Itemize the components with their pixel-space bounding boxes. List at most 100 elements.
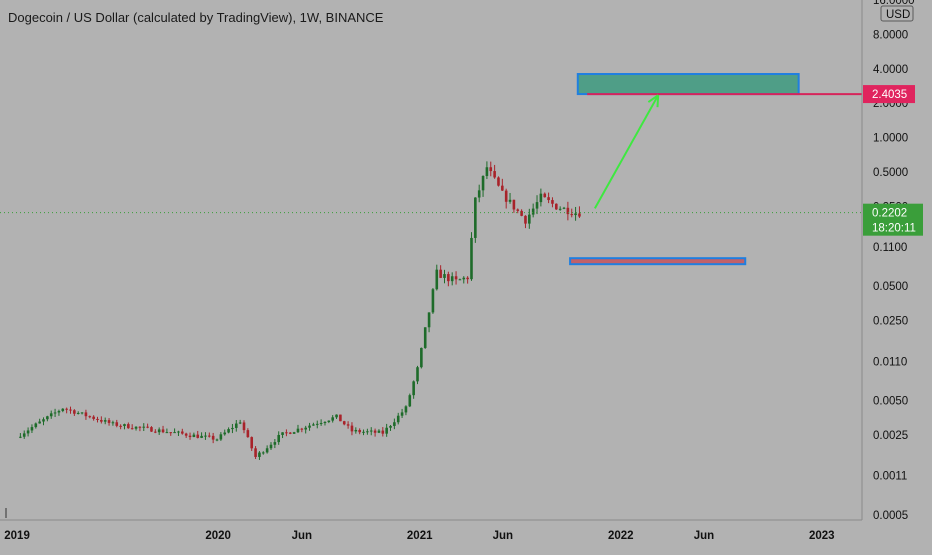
candle <box>127 422 130 429</box>
candle <box>250 436 254 451</box>
projection-arrow-shaft <box>593 94 660 209</box>
candle <box>154 429 157 434</box>
candle-body <box>520 210 523 216</box>
candle <box>173 428 176 434</box>
candle <box>265 445 269 454</box>
candle-body <box>528 214 531 224</box>
candle-body <box>458 279 462 281</box>
time-tick-label: 2019 <box>4 530 30 542</box>
candle-body <box>547 197 550 201</box>
candle <box>531 203 535 218</box>
candle-body <box>366 431 369 433</box>
candle-body <box>393 422 396 426</box>
candle-body <box>208 435 211 437</box>
currency-button[interactable]: USD <box>880 5 914 22</box>
candle-body <box>227 429 230 433</box>
candle <box>528 208 531 229</box>
time-tick-label: 2022 <box>608 530 634 542</box>
projection-arrow-head <box>647 94 659 103</box>
candle-body <box>219 434 223 440</box>
price-tick-label: 8.0000 <box>873 29 908 41</box>
candle <box>366 428 369 435</box>
currency-label: USD <box>886 9 910 21</box>
candle <box>181 428 184 435</box>
candle-body <box>188 435 192 438</box>
candle <box>84 409 88 420</box>
candle <box>516 208 520 214</box>
candle-body <box>127 424 130 429</box>
target-zone-rectangle[interactable] <box>576 73 800 96</box>
price-tick-label: 0.0500 <box>873 281 908 293</box>
candle-body <box>551 200 554 204</box>
price-tick-label: 0.0005 <box>873 510 908 522</box>
candle-body <box>146 426 149 428</box>
candle <box>285 429 288 437</box>
time-tick-label: Jun <box>292 530 312 542</box>
candle-body <box>327 420 331 423</box>
candle-body <box>308 425 311 428</box>
candle <box>404 405 408 416</box>
candle-body <box>396 415 400 423</box>
candle-body <box>19 436 22 438</box>
candle-body <box>281 432 284 435</box>
candle-body <box>296 428 300 433</box>
candle <box>38 418 41 424</box>
candle <box>501 178 504 191</box>
candle-body <box>157 429 161 433</box>
price-axis[interactable]: 16.00008.00004.00002.00001.00000.50000.2… <box>873 0 915 522</box>
candle <box>165 428 169 434</box>
candle <box>558 206 562 211</box>
candle-body <box>173 432 176 434</box>
candle <box>100 416 103 424</box>
projection-arrow-icon[interactable] <box>593 94 660 209</box>
candle <box>470 232 473 281</box>
candle-body <box>200 435 203 438</box>
candle-body <box>323 422 327 424</box>
candle <box>450 272 454 286</box>
candle <box>319 419 323 426</box>
candle <box>308 422 311 431</box>
candle <box>543 192 547 198</box>
support-zone-rectangle[interactable] <box>569 257 747 266</box>
candle-body <box>362 431 365 433</box>
candle <box>196 430 200 439</box>
drawing-layer[interactable] <box>569 73 800 266</box>
candle <box>508 192 512 204</box>
candle <box>281 432 284 439</box>
bar-countdown-label: 18:20:11 <box>872 223 916 235</box>
candle-body <box>377 430 381 433</box>
candle-body <box>273 442 277 445</box>
candle <box>412 380 415 399</box>
candle <box>142 423 146 432</box>
candle-body <box>161 429 165 433</box>
candle-body <box>574 213 577 216</box>
candle-body <box>566 207 570 215</box>
candle-body <box>431 289 435 313</box>
time-tick-label: 2021 <box>407 530 433 542</box>
candle <box>551 197 554 208</box>
price-tick-label: 0.0011 <box>873 471 907 483</box>
candle <box>566 201 570 221</box>
candle-body <box>373 430 377 433</box>
candle-body <box>150 427 153 432</box>
candle-body <box>381 430 385 434</box>
candle <box>157 427 161 435</box>
candle-body <box>300 428 304 430</box>
candle <box>115 419 119 428</box>
price-tick-label: 0.0050 <box>873 396 908 408</box>
candle-body <box>481 176 485 191</box>
candles-layer <box>19 161 581 460</box>
time-axis[interactable]: 2019 2020 Jun 2021 Jun 2022 Jun 2023 <box>4 508 835 542</box>
candle-body <box>107 420 111 423</box>
candle <box>261 451 265 455</box>
candle <box>292 431 296 434</box>
candle <box>342 420 346 426</box>
currency-button-frame <box>880 5 914 22</box>
overlay-layer[interactable] <box>0 93 862 214</box>
candle-body <box>450 276 454 282</box>
candle <box>92 415 95 421</box>
candle <box>119 424 122 430</box>
candle <box>22 430 26 439</box>
